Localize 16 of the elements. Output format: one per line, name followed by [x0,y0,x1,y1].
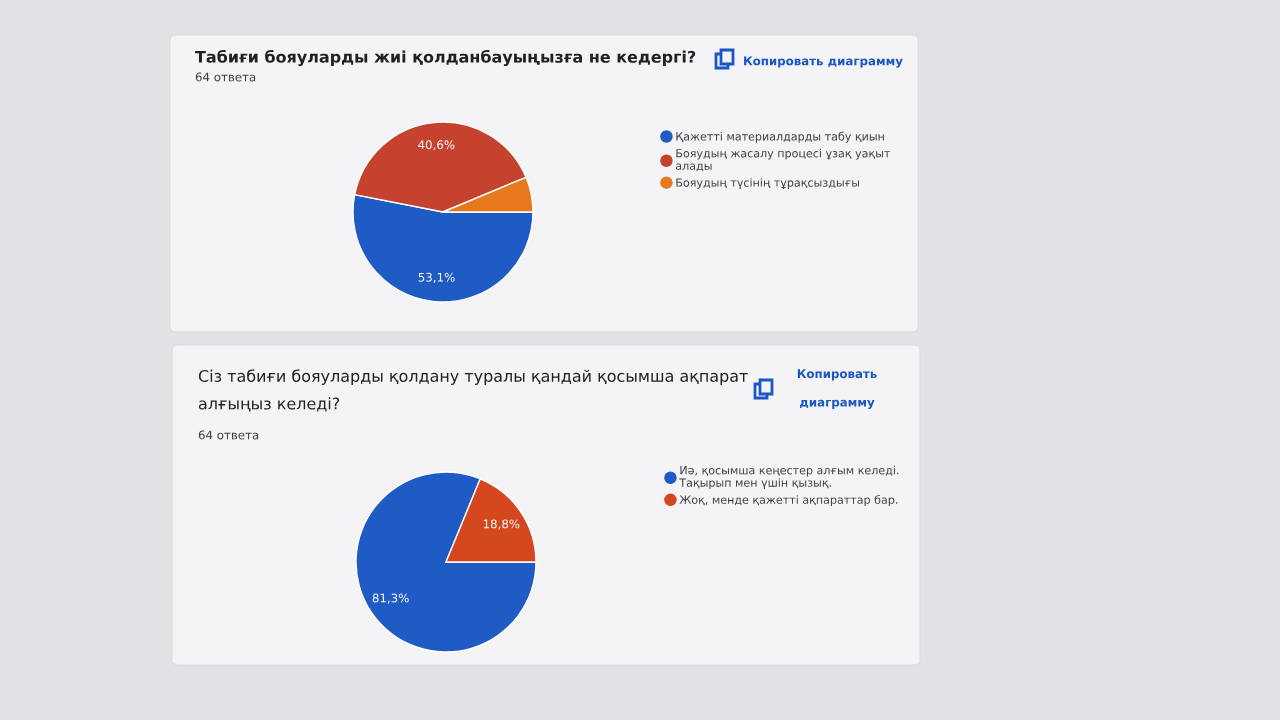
data-label: 40,6% [418,140,455,151]
text: Копировать диаграмму [797,369,877,409]
data-label: 18,8% [483,519,520,530]
text: 64 ответа [198,430,259,440]
legend-label: Жоқ, менде қажетті ақпараттар бар. [679,495,898,507]
legend-label: Қажетті материалдарды табу қиын [676,131,884,143]
legend-label: Бояудың жасалу процесі ұзақ уақыт алады [676,148,891,172]
pie-slice [355,471,537,653]
chart-title: Табиғи бояуларды жиі қолданбауыңызға не кедергі? [195,49,696,67]
legend-label: Иә, қосымша кеңестер алғым келеді. Тақырып мен үшін қызық. [679,465,899,489]
data-label: 81,3% [372,593,409,604]
text: 64 ответа [195,72,256,82]
chart-title: Сіз табиғи бояуларды қолдану туралы қандай қосымша ақпарат алғыңыз келеді? [198,369,748,412]
legend-label: Бояудың түсінің тұрақсыздығы [676,178,860,189]
text: Копировать диаграмму [744,56,903,68]
data-label: 53,1% [418,272,455,283]
